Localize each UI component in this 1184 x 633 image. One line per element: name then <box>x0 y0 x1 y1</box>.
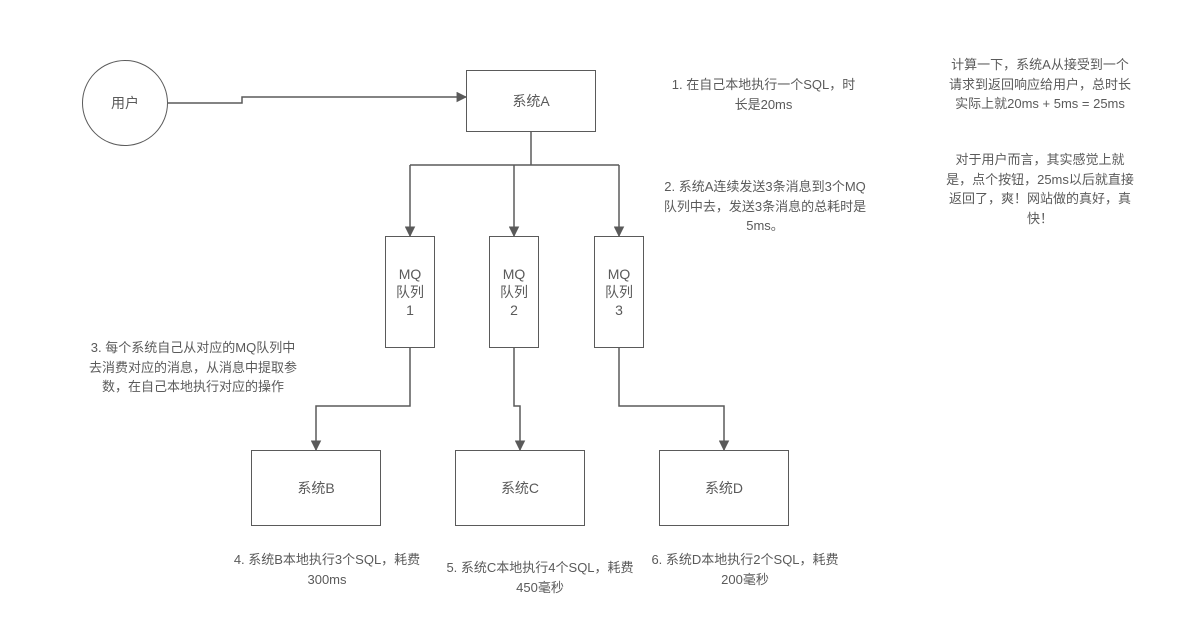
annotation-2: 2. 系统A连续发送3条消息到3个MQ队列中去，发送3条消息的总耗时是5ms。 <box>660 177 870 236</box>
node-sysB: 系统B <box>251 450 381 526</box>
node-mq2: MQ 队列 2 <box>489 236 539 348</box>
annotation-3: 3. 每个系统自己从对应的MQ队列中去消费对应的消息，从消息中提取参数，在自己本… <box>88 338 298 397</box>
node-mq3-label: MQ 队列 3 <box>605 265 633 320</box>
edge-mq3-to-sysD <box>619 348 724 450</box>
annotation-1: 1. 在自己本地执行一个SQL，时长是20ms <box>666 75 861 114</box>
node-user: 用户 <box>82 60 168 146</box>
node-sysA: 系统A <box>466 70 596 132</box>
diagram-stage: 用户 系统A MQ 队列 1 MQ 队列 2 MQ 队列 3 系统B 系统C 系… <box>0 0 1184 633</box>
edge-user-to-sysA <box>168 97 466 103</box>
node-sysC-label: 系统C <box>501 479 539 497</box>
edge-mq1-to-sysB <box>316 348 410 450</box>
annotation-side-2: 对于用户而言，其实感觉上就是，点个按钮，25ms以后就直接返回了，爽！网站做的真… <box>945 150 1135 228</box>
node-sysD-label: 系统D <box>705 479 743 497</box>
node-sysD: 系统D <box>659 450 789 526</box>
annotation-6: 6. 系统D本地执行2个SQL，耗费200毫秒 <box>645 550 845 589</box>
node-mq2-label: MQ 队列 2 <box>500 265 528 320</box>
node-mq1: MQ 队列 1 <box>385 236 435 348</box>
annotation-5: 5. 系统C本地执行4个SQL，耗费450毫秒 <box>440 558 640 597</box>
annotation-side-1: 计算一下，系统A从接受到一个请求到返回响应给用户，总时长实际上就20ms + 5… <box>945 55 1135 114</box>
edge-mq2-to-sysC <box>514 348 520 450</box>
annotation-4: 4. 系统B本地执行3个SQL，耗费300ms <box>227 550 427 589</box>
node-user-label: 用户 <box>111 94 139 112</box>
node-sysB-label: 系统B <box>297 479 334 497</box>
node-mq1-label: MQ 队列 1 <box>396 265 424 320</box>
node-mq3: MQ 队列 3 <box>594 236 644 348</box>
node-sysA-label: 系统A <box>512 92 549 110</box>
node-sysC: 系统C <box>455 450 585 526</box>
